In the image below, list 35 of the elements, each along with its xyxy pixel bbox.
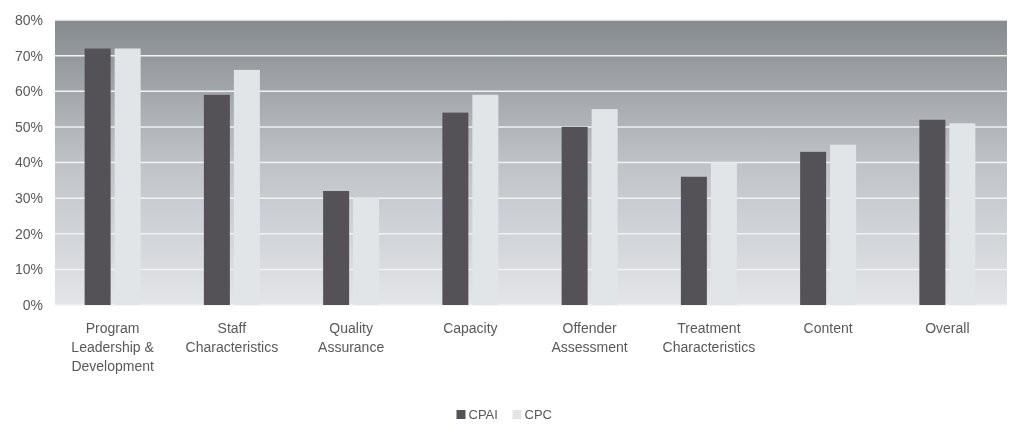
bar — [830, 144, 857, 305]
x-tick-label: Program Leadership & Development — [71, 320, 155, 374]
bar — [680, 176, 707, 305]
bar — [323, 191, 350, 305]
bar — [442, 112, 469, 305]
bar — [710, 162, 737, 305]
x-tick-label: Treatment Characteristics — [662, 320, 756, 355]
bar — [203, 94, 230, 305]
y-tick-label: 40% — [14, 154, 43, 171]
bar — [949, 123, 976, 305]
bar — [233, 69, 260, 305]
y-tick-label: 60% — [14, 83, 43, 100]
bar — [561, 126, 588, 305]
legend-label: CPAI — [468, 407, 498, 422]
y-tick-label: 0% — [22, 296, 43, 313]
y-tick-label: 30% — [14, 190, 43, 207]
x-tick-label: Staff Characteristics — [185, 320, 279, 355]
legend-label: CPC — [524, 407, 552, 422]
bar — [919, 119, 946, 305]
x-tick-label: Offender Assessment — [551, 320, 628, 355]
bar — [472, 94, 499, 305]
bar — [84, 48, 111, 305]
bar — [591, 109, 618, 305]
y-tick-label: 70% — [14, 47, 43, 64]
y-tick-label: 50% — [14, 118, 43, 135]
bar — [800, 151, 827, 305]
x-tick-label: Content — [803, 320, 853, 336]
bar — [353, 198, 380, 305]
y-tick-label: 80% — [14, 11, 43, 28]
x-tick-label: Capacity — [443, 320, 498, 336]
y-tick-label: 10% — [14, 261, 43, 278]
x-tick-label: Overall — [925, 320, 970, 336]
y-tick-label: 20% — [14, 225, 43, 242]
bar — [114, 48, 141, 305]
x-tick-label: Quality Assurance — [318, 320, 385, 355]
